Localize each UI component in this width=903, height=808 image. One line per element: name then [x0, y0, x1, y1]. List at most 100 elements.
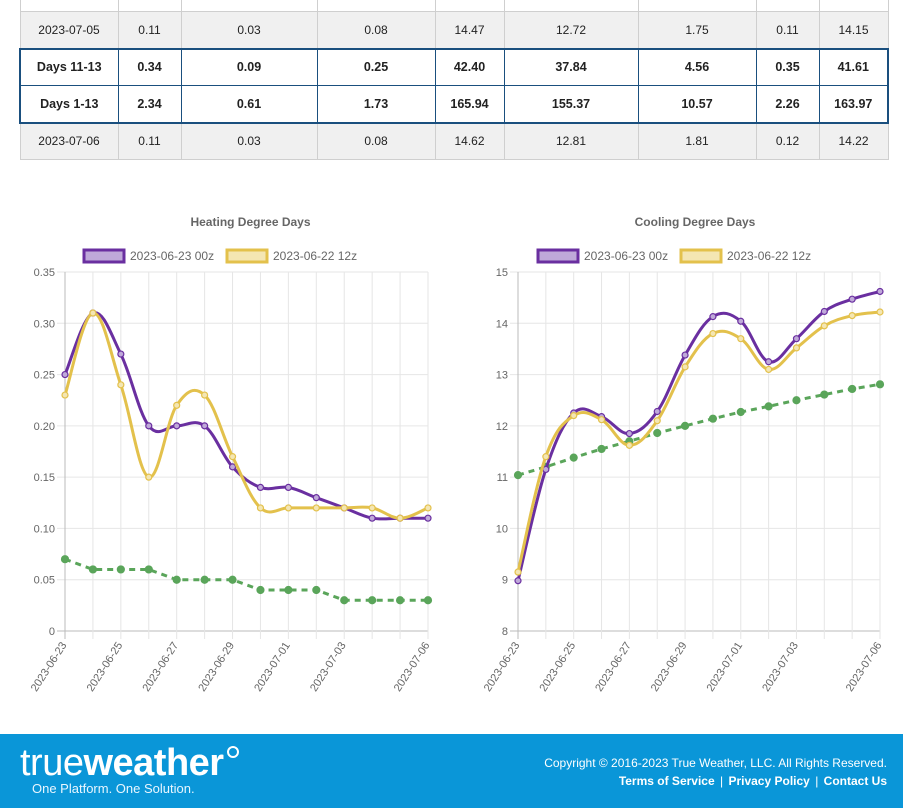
data-point[interactable]	[60, 555, 70, 564]
data-point[interactable]	[61, 391, 69, 399]
data-point[interactable]	[173, 401, 181, 409]
data-point[interactable]	[570, 412, 578, 420]
value-cell	[818, 0, 889, 12]
data-point[interactable]	[848, 311, 856, 320]
data-point[interactable]	[256, 483, 265, 491]
y-tick-label: 8	[502, 626, 508, 638]
data-point[interactable]	[340, 504, 348, 512]
privacy-policy-link[interactable]: Privacy Policy	[728, 774, 810, 788]
data-point[interactable]	[681, 351, 689, 359]
legend-item[interactable]: 2023-06-23 00z	[536, 248, 668, 264]
series-2023-06-22-12z	[61, 309, 432, 522]
data-point[interactable]	[820, 307, 828, 316]
legend-item[interactable]: 2023-06-23 00z	[82, 248, 214, 264]
data-point[interactable]	[228, 463, 237, 471]
data-point[interactable]	[256, 504, 265, 512]
legend-swatch	[679, 248, 723, 264]
contact-us-link[interactable]: Contact Us	[823, 774, 887, 788]
data-point[interactable]	[625, 429, 633, 438]
value-cell	[755, 0, 820, 12]
data-point[interactable]	[144, 565, 153, 574]
data-point[interactable]	[423, 596, 433, 605]
data-point[interactable]	[201, 422, 209, 430]
data-point[interactable]	[876, 308, 884, 316]
data-point[interactable]	[765, 365, 773, 374]
data-point[interactable]	[256, 585, 265, 595]
x-tick-label: 2023-06-29	[649, 640, 690, 694]
data-point[interactable]	[312, 504, 320, 512]
data-point[interactable]	[820, 390, 829, 399]
data-point[interactable]	[61, 370, 69, 379]
data-point[interactable]	[117, 381, 125, 389]
data-point[interactable]	[424, 514, 432, 522]
data-point[interactable]	[200, 575, 209, 584]
data-point[interactable]	[284, 483, 292, 491]
data-point[interactable]	[597, 444, 606, 454]
data-point[interactable]	[792, 344, 801, 352]
data-point[interactable]	[368, 596, 377, 605]
y-tick-label: 10	[496, 523, 508, 535]
data-point[interactable]	[145, 473, 153, 481]
data-point[interactable]	[542, 453, 550, 461]
data-point[interactable]	[709, 313, 717, 321]
data-point[interactable]	[737, 317, 745, 325]
data-point[interactable]	[514, 577, 522, 585]
data-point[interactable]	[653, 428, 662, 438]
data-point[interactable]	[848, 295, 856, 303]
data-point[interactable]	[597, 416, 606, 424]
data-point[interactable]	[848, 384, 857, 394]
link-separator: |	[815, 774, 819, 788]
data-point[interactable]	[680, 421, 690, 430]
data-point[interactable]	[312, 585, 321, 595]
data-point[interactable]	[875, 380, 885, 389]
data-point[interactable]	[145, 422, 153, 430]
data-point[interactable]	[653, 407, 661, 416]
table-row: Days 11-13 0.34 0.09 0.25 42.40 37.84 4.56 0.35…	[19, 47, 889, 86]
data-point[interactable]	[201, 391, 209, 399]
data-point[interactable]	[708, 414, 718, 423]
data-point[interactable]	[736, 407, 745, 417]
data-point[interactable]	[368, 504, 376, 512]
data-point[interactable]	[514, 568, 522, 576]
data-point[interactable]	[368, 514, 376, 522]
cooling-degree-days-chart: Cooling Degree Days 2023-06-23 00z 2023-06…	[452, 200, 903, 720]
data-point[interactable]	[284, 585, 293, 595]
data-point[interactable]	[173, 422, 181, 430]
terms-of-service-link[interactable]: Terms of Service	[618, 774, 715, 788]
data-point[interactable]	[340, 596, 349, 605]
data-point[interactable]	[737, 335, 745, 343]
value-cell: 0.61	[180, 85, 318, 124]
series-2023-06-22-12z	[514, 308, 884, 576]
legend-item[interactable]: 2023-06-22 12z	[679, 248, 811, 264]
data-point[interactable]	[876, 287, 884, 296]
data-point[interactable]	[172, 575, 181, 584]
data-point[interactable]	[764, 402, 773, 411]
data-point[interactable]	[312, 494, 320, 502]
data-point[interactable]	[709, 329, 717, 338]
chart-title: Cooling Degree Days	[635, 215, 756, 229]
data-point[interactable]	[284, 504, 292, 512]
data-point[interactable]	[228, 453, 237, 461]
data-point[interactable]	[424, 504, 432, 512]
link-separator: |	[719, 774, 724, 788]
data-point[interactable]	[513, 470, 523, 480]
data-point[interactable]	[396, 514, 404, 522]
trueweather-logo[interactable]: trueweather	[20, 742, 239, 784]
data-point[interactable]	[681, 363, 689, 371]
data-point[interactable]	[792, 396, 801, 405]
data-point[interactable]	[117, 350, 125, 358]
series-2023-06-23-00z	[514, 287, 884, 585]
data-point[interactable]	[569, 453, 578, 462]
data-point[interactable]	[89, 309, 97, 317]
data-point[interactable]	[792, 335, 801, 343]
data-point[interactable]	[116, 565, 125, 574]
data-point[interactable]	[765, 358, 773, 366]
data-point[interactable]	[625, 441, 633, 449]
data-point[interactable]	[228, 575, 237, 584]
data-point[interactable]	[88, 565, 98, 574]
data-point[interactable]	[395, 596, 405, 605]
data-point[interactable]	[820, 322, 828, 330]
value-cell: 37.84	[503, 47, 639, 86]
legend-item[interactable]: 2023-06-22 12z	[225, 248, 357, 264]
data-point[interactable]	[653, 417, 661, 425]
